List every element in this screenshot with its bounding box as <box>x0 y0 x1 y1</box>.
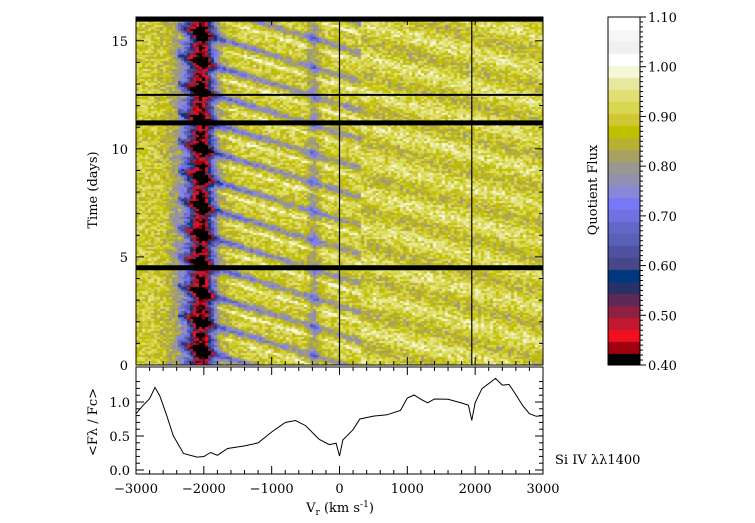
time-tick-label: 15 <box>111 35 128 50</box>
velocity-tick-label: 0 <box>335 482 343 497</box>
velocity-tick-label: −2000 <box>182 482 226 497</box>
colorbar-tick-label: 0.80 <box>648 160 677 175</box>
time-axis-label: Time (days) <box>86 151 101 228</box>
flux-tick-label: 1.0 <box>109 396 130 411</box>
flux-tick-label: 0.0 <box>109 464 130 479</box>
velocity-axis-label: Vr (km s-1) <box>305 500 374 518</box>
colorbar <box>608 17 640 365</box>
velocity-tick-label: 1000 <box>391 482 424 497</box>
colorbar-tick-label: 0.50 <box>648 309 677 324</box>
bottom-panel-frame <box>135 366 544 475</box>
colorbar-axes: 0.40 0.50 0.60 0.70 0.80 0.90 1.00 1.10 <box>607 11 677 374</box>
colorbar-frame <box>607 16 641 366</box>
time-tick-label: 10 <box>111 143 128 158</box>
colorbar-tick-label: 1.00 <box>648 61 677 76</box>
time-tick-label: 5 <box>120 251 128 266</box>
colorbar-tick-label: 0.90 <box>648 110 677 125</box>
velocity-tick-label: 3000 <box>526 482 559 497</box>
mean-profile-line <box>135 377 544 458</box>
velocity-tick-label: −3000 <box>114 482 158 497</box>
velocity-tick-label: 2000 <box>459 482 492 497</box>
colorbar-tick-label: 1.10 <box>648 11 677 26</box>
flux-tick-label: 0.5 <box>109 430 130 445</box>
colorbar-tick-label: 0.70 <box>648 210 677 225</box>
velocity-tick-label: −1000 <box>250 482 294 497</box>
colorbar-tick-label: 0.40 <box>648 359 677 374</box>
bottom-axes: −3000 −2000 −1000 0 1000 2000 3000 0.0 0.5 1.0 <box>109 17 560 497</box>
colorbar-label: Quotient Flux <box>586 144 601 235</box>
colorbar-tick-label: 0.60 <box>648 260 677 275</box>
time-tick-label: 0 <box>120 359 128 374</box>
top-axes: 0 5 10 15 <box>111 16 544 374</box>
annotation-ion: Si IV λλ1400 <box>555 453 640 468</box>
flux-axis-label: <Fλ / Fc> <box>86 388 101 456</box>
